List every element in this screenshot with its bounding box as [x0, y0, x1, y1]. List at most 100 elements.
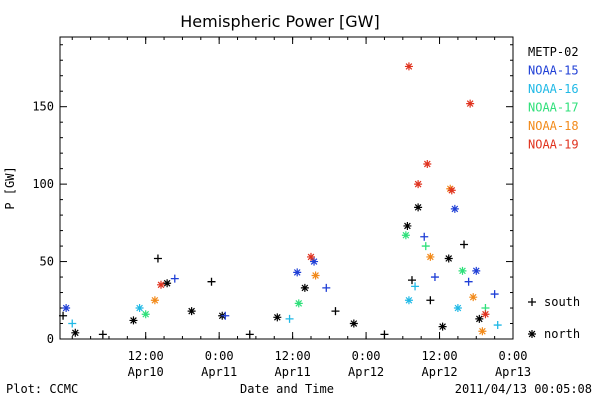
- data-point: [331, 307, 340, 316]
- data-point: [306, 252, 315, 261]
- data-point: [135, 304, 144, 313]
- y-axis-label: P [GW]: [3, 166, 17, 209]
- star-marker: [135, 304, 144, 313]
- y-tick-label: 50: [40, 255, 54, 269]
- legend-entry: NOAA-17: [528, 101, 579, 115]
- star-marker: [62, 304, 71, 313]
- star-marker: [453, 304, 462, 313]
- star-marker: [444, 254, 453, 263]
- data-point: [493, 321, 502, 330]
- data-point: [407, 276, 416, 285]
- data-point: [403, 221, 412, 230]
- star-marker: [129, 316, 138, 325]
- star-marker: [466, 99, 475, 108]
- legend-entry: NOAA-16: [528, 82, 579, 96]
- star-marker: [438, 322, 447, 331]
- data-point: [420, 232, 429, 241]
- symbol-legend: south north: [528, 295, 580, 341]
- data-point: [141, 310, 150, 319]
- plus-marker: [411, 282, 420, 291]
- x-axis-ticks: 12:00 Apr10 0:00 Apr11 12:00 Apr11 0:00 Apr12 12…: [71, 37, 531, 379]
- plus-marker: [68, 319, 77, 328]
- symbol-legend-entry: north: [528, 327, 580, 341]
- data-point: [285, 314, 294, 323]
- data-point: [310, 257, 319, 266]
- footer-timestamp: 2011/04/13 00:05:08: [455, 382, 592, 396]
- data-point: [481, 310, 490, 319]
- chart-title: Hemispheric Power [GW]: [180, 12, 379, 31]
- plus-marker: [153, 254, 162, 263]
- data-point: [475, 314, 484, 323]
- plus-marker: [221, 311, 230, 320]
- star-marker: [150, 296, 159, 305]
- symbol-legend-label: south: [544, 295, 580, 309]
- plus-marker: [460, 240, 469, 249]
- star-marker: [187, 307, 196, 316]
- y-tick-label: 150: [32, 100, 54, 114]
- plus-marker: [430, 273, 439, 282]
- data-point: [453, 304, 462, 313]
- plus-marker: [421, 242, 430, 251]
- plus-marker: [285, 314, 294, 323]
- data-point: [273, 313, 282, 322]
- x-tick-sublabel: Apr10: [128, 365, 164, 379]
- star-marker: [311, 271, 320, 280]
- series-metp-02: [59, 203, 484, 339]
- data-point: [294, 299, 303, 308]
- data-point: [68, 319, 77, 328]
- data-point: [423, 159, 432, 168]
- data-point: [404, 296, 413, 305]
- data-point: [349, 319, 358, 328]
- series-noaa-16: [68, 282, 502, 330]
- data-point: [426, 296, 435, 305]
- x-tick-sublabel: Apr12: [348, 365, 384, 379]
- data-point: [71, 328, 80, 337]
- plus-marker: [170, 274, 179, 283]
- data-point: [311, 271, 320, 280]
- data-point: [62, 304, 71, 313]
- plus-marker: [407, 276, 416, 285]
- star-marker: [469, 293, 478, 302]
- data-point: [221, 311, 230, 320]
- series-noaa-19: [157, 62, 490, 319]
- data-point: [447, 186, 456, 195]
- star-marker: [157, 280, 166, 289]
- star-marker: [349, 319, 358, 328]
- data-point: [421, 242, 430, 251]
- x-axis-label: Date and Time: [240, 382, 334, 396]
- x-tick-sublabel: Apr11: [201, 365, 237, 379]
- y-tick-label: 100: [32, 177, 54, 191]
- plus-marker: [490, 290, 499, 299]
- plus-marker: [245, 330, 254, 339]
- data-point: [380, 330, 389, 339]
- plus-marker: [59, 311, 68, 320]
- plus-marker: [420, 232, 429, 241]
- star-marker: [423, 159, 432, 168]
- data-point: [414, 180, 423, 189]
- plus-marker: [207, 277, 216, 286]
- legend-entry: NOAA-19: [528, 138, 579, 152]
- star-marker: [163, 279, 172, 288]
- x-tick-sublabel: Apr13: [495, 365, 531, 379]
- data-point: [170, 274, 179, 283]
- star-marker: [414, 180, 423, 189]
- data-point: [466, 99, 475, 108]
- data-point: [438, 322, 447, 331]
- data-point: [478, 327, 487, 336]
- data-point: [430, 273, 439, 282]
- star-marker: [273, 313, 282, 322]
- plot-frame-group: [59, 36, 514, 340]
- y-tick-label: 0: [47, 332, 54, 346]
- x-tick-label: 0:00: [352, 349, 381, 363]
- series-noaa-17: [141, 231, 490, 319]
- data-point: [444, 254, 453, 263]
- data-point: [472, 266, 481, 275]
- x-tick-sublabel: Apr11: [275, 365, 311, 379]
- star-marker: [401, 231, 410, 240]
- star-marker: [458, 266, 467, 275]
- x-tick-label: 0:00: [499, 349, 528, 363]
- star-marker: [528, 330, 536, 338]
- star-marker: [450, 204, 459, 213]
- x-tick-label: 12:00: [128, 349, 164, 363]
